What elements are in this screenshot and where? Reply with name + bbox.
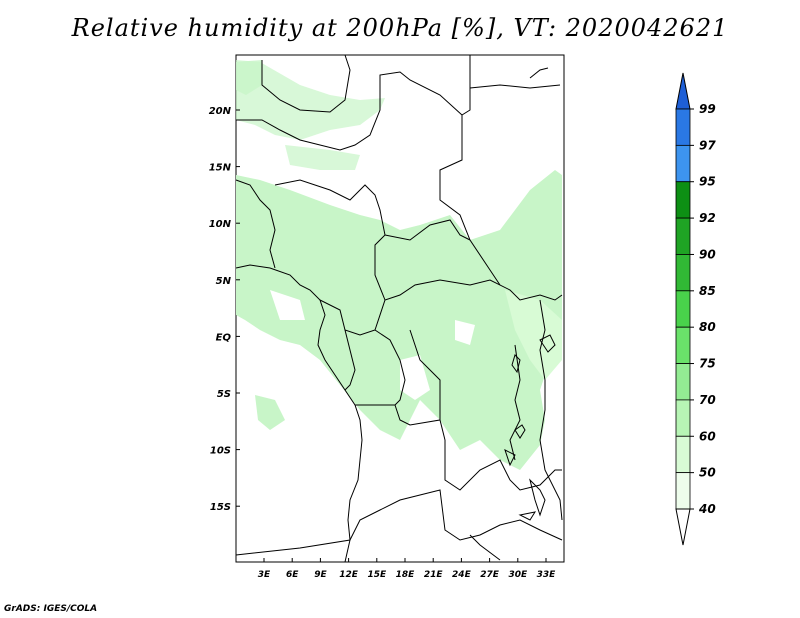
colorbar-label: 70	[699, 393, 716, 407]
colorbar-bottom-arrow	[675, 508, 691, 546]
colorbar-label: 90	[699, 247, 716, 261]
shading-holes	[270, 290, 475, 400]
colorbar-label: 80	[699, 320, 716, 334]
longitude-axis: 3E 6E 9E 12E 15E 18E 21E 24E 27E 30E 33E	[258, 558, 556, 580]
colorbar-segment	[675, 181, 691, 219]
lon-label: 15E	[367, 570, 387, 580]
colorbar-label: 99	[699, 102, 716, 116]
humidity-shading	[236, 60, 562, 470]
lat-label: 10S	[210, 446, 231, 457]
lat-label: 5N	[216, 276, 232, 287]
country-borders	[235, 54, 563, 563]
grads-credit: GrADS: IGES/COLA	[4, 604, 98, 614]
colorbar: 99 97 95 92 90 85 80 75 70 60 50 40	[675, 72, 716, 546]
colorbar-segment	[675, 254, 691, 292]
colorbar-label: 97	[699, 138, 716, 152]
colorbar-segment	[675, 290, 691, 328]
lon-label: 21E	[424, 570, 444, 580]
colorbar-segment	[675, 435, 691, 474]
colorbar-label: 75	[699, 357, 716, 371]
colorbar-segment	[675, 363, 691, 401]
colorbar-segment	[675, 108, 691, 146]
lakes	[504, 334, 556, 521]
lat-label: 5S	[217, 389, 231, 400]
colorbar-label: 95	[699, 175, 716, 189]
chart-title: Relative humidity at 200hPa [%], VT: 202…	[71, 14, 729, 42]
colorbar-label: 50	[699, 466, 716, 480]
colorbar-segment	[675, 217, 691, 255]
colorbar-segment	[675, 326, 691, 364]
lon-label: 27E	[480, 570, 500, 580]
lon-label: 33E	[537, 570, 557, 580]
lat-label: 15S	[210, 502, 231, 513]
lat-label: EQ	[216, 332, 232, 343]
lon-label: 30E	[508, 570, 528, 580]
colorbar-label: 85	[699, 284, 716, 298]
lat-label: 15N	[209, 163, 232, 174]
lat-label: 10N	[209, 219, 232, 230]
lat-label: 20N	[209, 106, 232, 117]
latitude-axis: 20N 15N 10N 5N EQ 5S 10S 15S	[209, 106, 240, 513]
colorbar-segment	[675, 472, 691, 510]
lon-label: 3E	[258, 570, 271, 580]
lon-label: 18E	[396, 570, 416, 580]
colorbar-top-arrow	[675, 72, 691, 110]
lon-label: 6E	[286, 570, 299, 580]
lon-label: 24E	[452, 570, 472, 580]
colorbar-segment	[675, 399, 691, 437]
colorbar-label: 92	[699, 211, 716, 225]
lon-label: 12E	[339, 570, 359, 580]
lon-label: 9E	[314, 570, 327, 580]
colorbar-segment	[675, 144, 691, 183]
colorbar-label: 40	[698, 502, 716, 516]
colorbar-label: 60	[699, 429, 716, 443]
